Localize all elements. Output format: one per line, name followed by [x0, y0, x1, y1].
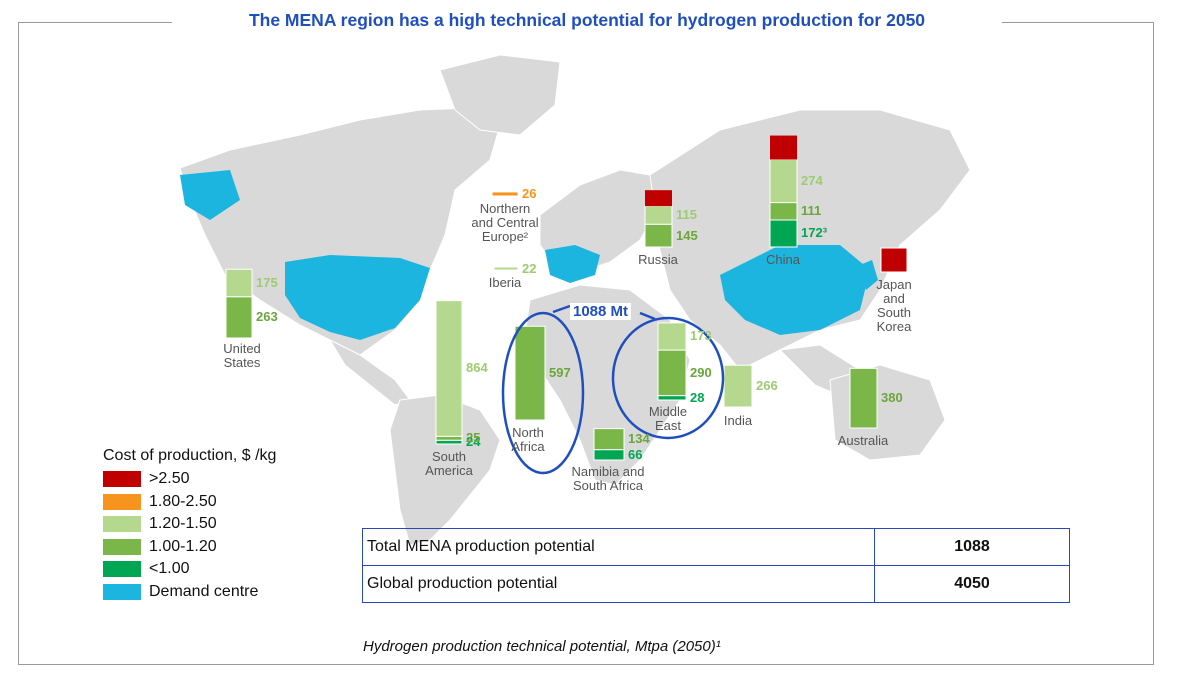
region-label: Japan and South Korea: [876, 277, 912, 334]
central-america-land: [328, 338, 411, 406]
bar-segment: [593, 428, 625, 451]
region-label: China: [766, 252, 800, 267]
table-row: Total MENA production potential 1088: [362, 528, 1070, 566]
bar-segment: [435, 435, 463, 441]
bar-segment-cap: [770, 135, 797, 160]
bar-value-label: 172³: [801, 225, 828, 241]
legend-swatch: [103, 583, 141, 600]
table-cell-label: Global production potential: [362, 565, 875, 603]
bar-value-label: 28: [690, 389, 705, 405]
bar-segment: [435, 300, 463, 437]
bar-value-label: 266: [756, 378, 778, 394]
region-label: India: [723, 413, 753, 428]
legend-item: 1.80-2.50: [103, 491, 276, 514]
bar-segment: [769, 219, 798, 248]
bar-value-label: 25: [466, 430, 481, 446]
bar-value-label: 597: [549, 365, 571, 381]
bar-segment: [723, 364, 753, 408]
bar-segment: [225, 296, 253, 339]
legend-swatch: [103, 493, 141, 510]
bar-value-label: 22: [522, 260, 537, 276]
legend-swatch: [103, 561, 141, 578]
region-label: North Africa: [511, 425, 545, 454]
mena-connector-right: [639, 311, 656, 321]
bar-segment: [644, 223, 673, 248]
region-label: South America: [425, 449, 473, 478]
table-row: Global production potential 4050: [362, 565, 1070, 603]
europe-demand-centre: [545, 245, 600, 283]
bar-value-label: 66: [628, 446, 643, 462]
bar-value-label: 274: [801, 173, 823, 189]
table-cell-value: 4050: [874, 565, 1070, 603]
bar-segment: [225, 268, 253, 298]
bar-segment: [880, 247, 908, 273]
bar-segment: [644, 205, 673, 225]
region-label: Middle East: [648, 404, 688, 433]
bar-segment: [435, 439, 463, 445]
legend-swatch: [103, 516, 141, 533]
bar-segment: [593, 449, 625, 461]
region-label: Iberia: [488, 275, 522, 290]
bar-value-label: 864: [466, 360, 488, 376]
south-america-land: [389, 394, 501, 546]
bar-value-label: 380: [881, 390, 903, 406]
bar-value-label: 134: [628, 431, 650, 447]
table-cell-value: 1088: [874, 528, 1070, 566]
legend-item: >2.50: [103, 468, 276, 491]
alaska-demand-centre: [180, 170, 240, 220]
legend-label: <1.00: [149, 560, 190, 578]
legend-label: 1.00-1.20: [149, 537, 217, 555]
bar-segment: [514, 325, 546, 421]
mena-total-annotation: 1088 Mt: [570, 303, 632, 320]
bar-segment: [491, 191, 519, 197]
region-label: Northern and Central Europe²: [471, 201, 539, 244]
legend-item: 1.20-1.50: [103, 513, 276, 536]
table-cell-label: Total MENA production potential: [362, 528, 875, 566]
bar-value-label: 263: [256, 309, 278, 325]
bar-value-label: 173: [690, 328, 712, 344]
us-demand-centre: [285, 255, 430, 340]
bar-segment: [769, 159, 798, 204]
bar-segment: [657, 349, 687, 397]
bar-segment: [657, 322, 687, 351]
bar-segment: [493, 266, 519, 271]
region-label: United States: [223, 341, 261, 370]
legend-label: 1.20-1.50: [149, 515, 217, 533]
japan-korea-demand-centre: [860, 260, 878, 290]
mena-connector: [552, 304, 571, 314]
legend: Cost of production, $ /kg >2.50 1.80-2.50…: [103, 447, 276, 603]
legend-item: Demand centre: [103, 581, 276, 604]
bar-value-label: 145: [676, 227, 698, 243]
bar-value-label: 175: [256, 274, 278, 290]
legend-label: 1.80-2.50: [149, 492, 217, 510]
region-label: Namibia and South Africa: [571, 464, 645, 493]
bar-segment: [849, 367, 878, 429]
middle-east-circle: [611, 316, 725, 440]
legend-title: Cost of production, $ /kg: [103, 447, 277, 464]
legend-item: <1.00: [103, 558, 276, 581]
legend-swatch: [103, 538, 141, 555]
production-table: Total MENA production potential 1088 Glo…: [362, 528, 1070, 603]
legend-swatch: [103, 471, 141, 488]
region-label: Russia: [638, 252, 678, 267]
figure-caption: Hydrogen production technical potential,…: [363, 638, 721, 655]
legend-item: 1.00-1.20: [103, 536, 276, 559]
bar-value-label: 115: [676, 207, 697, 223]
bar-segment: [769, 202, 798, 221]
chart-title: The MENA region has a high technical pot…: [172, 10, 1002, 31]
north-africa-circle: [501, 311, 585, 475]
bar-value-label: 290: [690, 364, 712, 380]
bar-value-label: 111: [801, 203, 822, 219]
bar-segment-cap: [645, 190, 672, 207]
legend-label: >2.50: [149, 470, 190, 488]
bar-value-label: 24: [466, 434, 481, 450]
china-demand-centre: [720, 245, 870, 335]
greenland-land: [439, 54, 561, 136]
bar-value-label: 26: [522, 185, 537, 201]
legend-label: Demand centre: [149, 582, 259, 600]
region-label: Australia: [837, 433, 889, 448]
bar-segment: [657, 395, 687, 401]
